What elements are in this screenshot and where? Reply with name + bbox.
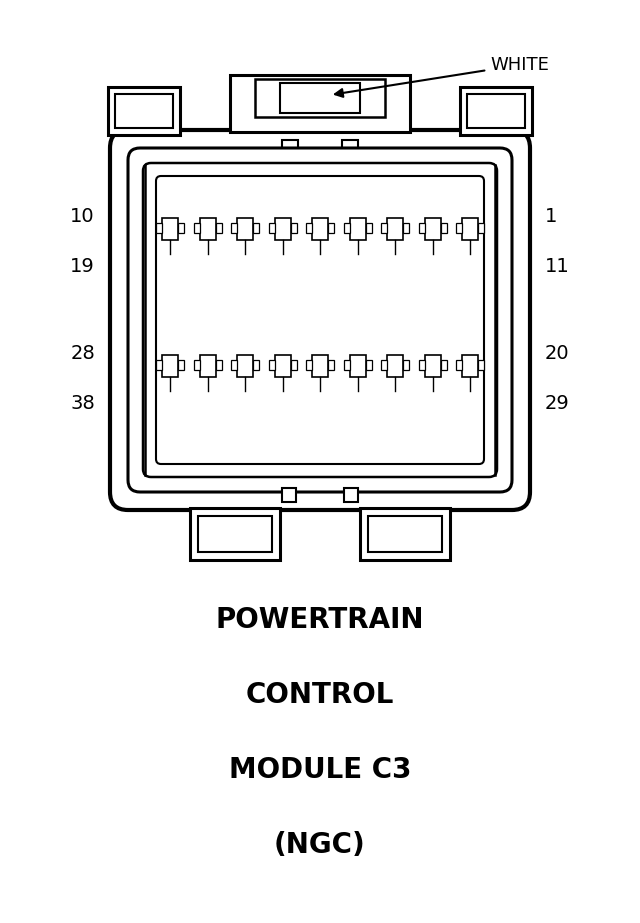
Bar [312,354,328,377]
Text: 19: 19 [70,258,95,276]
Text: 38: 38 [70,394,95,414]
Bar [306,223,312,234]
Bar [460,87,532,135]
Bar [291,223,296,234]
Bar [344,360,349,370]
Text: 11: 11 [545,258,570,276]
Bar [275,354,291,377]
Bar [387,218,403,240]
Bar [456,223,462,234]
Text: (NGC): (NGC) [274,831,366,859]
Bar [237,218,253,240]
Bar [200,218,216,240]
Bar [156,223,162,234]
Text: 29: 29 [545,394,570,414]
Bar [108,87,180,135]
Bar [440,223,447,234]
FancyBboxPatch shape [128,148,512,492]
Bar [328,360,334,370]
Text: 20: 20 [545,344,570,363]
Bar [387,354,403,377]
Bar [269,360,275,370]
Bar [419,223,424,234]
Bar [200,354,216,377]
Bar [230,75,410,132]
Bar [231,223,237,234]
Bar [478,223,484,234]
Bar [231,360,237,370]
Bar [253,360,259,370]
Bar [306,360,312,370]
Bar [462,218,478,240]
Bar [478,360,484,370]
Bar [328,223,334,234]
Text: CONTROL: CONTROL [246,681,394,709]
Bar [360,508,450,560]
Bar [403,360,409,370]
Bar [237,354,253,377]
Bar [456,360,462,370]
Bar [162,218,178,240]
Text: 10: 10 [70,208,95,226]
FancyBboxPatch shape [110,130,530,510]
Bar [253,223,259,234]
Bar [462,354,478,377]
Bar [368,516,442,552]
Bar [115,94,173,128]
Bar [424,354,440,377]
Bar [193,360,200,370]
Bar [198,516,272,552]
Bar [156,360,162,370]
Bar [424,218,440,240]
Bar [178,223,184,234]
Bar [381,223,387,234]
Bar [344,488,358,502]
Bar [403,223,409,234]
Bar [365,223,371,234]
Bar [190,508,280,560]
Text: 1: 1 [545,208,557,226]
Bar [275,218,291,240]
FancyBboxPatch shape [143,163,497,477]
Bar [312,218,328,240]
Bar [280,83,360,113]
Text: WHITE: WHITE [335,56,549,97]
Bar [162,354,178,377]
Bar [216,223,221,234]
Bar [467,94,525,128]
Bar [178,360,184,370]
Bar [282,488,296,502]
Text: 28: 28 [70,344,95,363]
Bar [255,79,385,117]
Bar [269,223,275,234]
Bar [216,360,221,370]
Bar [381,360,387,370]
Bar [349,218,365,240]
Bar [419,360,424,370]
Text: MODULE C3: MODULE C3 [228,756,412,784]
Text: POWERTRAIN: POWERTRAIN [216,606,424,634]
FancyBboxPatch shape [156,176,484,464]
Bar [342,140,358,156]
Bar [282,140,298,156]
Bar [349,354,365,377]
Bar [440,360,447,370]
Bar [193,223,200,234]
Bar [344,223,349,234]
Bar [291,360,296,370]
Bar [365,360,371,370]
